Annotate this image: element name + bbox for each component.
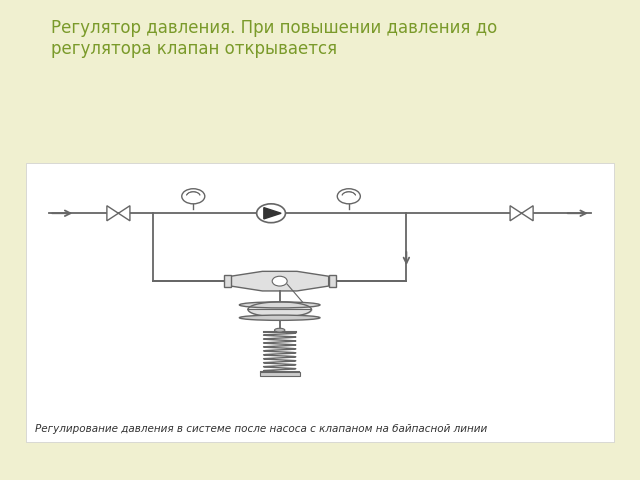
Circle shape (337, 189, 360, 204)
Circle shape (257, 204, 285, 223)
Polygon shape (510, 206, 522, 221)
Ellipse shape (275, 328, 285, 332)
Bar (260, 372, 300, 376)
Ellipse shape (239, 315, 320, 320)
Ellipse shape (239, 302, 320, 308)
Polygon shape (264, 208, 281, 219)
Circle shape (272, 276, 287, 286)
Polygon shape (231, 271, 329, 291)
Text: Регулирование давления в системе после насоса с клапаном на байпасной линии: Регулирование давления в системе после н… (35, 424, 488, 434)
Circle shape (182, 189, 205, 204)
Polygon shape (522, 206, 533, 221)
Polygon shape (107, 206, 118, 221)
Text: Регулятор давления. При повышении давления до
регулятора клапан открывается: Регулятор давления. При повышении давлен… (51, 19, 497, 58)
Bar (329, 276, 335, 287)
Polygon shape (118, 206, 130, 221)
Bar (224, 276, 231, 287)
